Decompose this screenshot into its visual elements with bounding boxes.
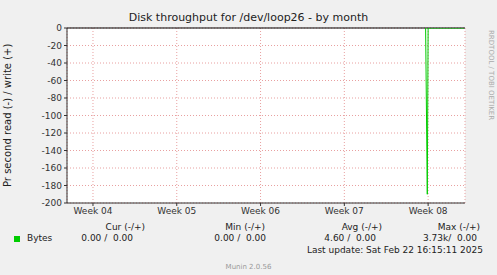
html-text:Munin 2.0.56: Munin 2.0.56 [225,263,272,271]
svg-text:Week 08: Week 08 [409,206,448,216]
svg-text:-140: -140 [42,146,63,156]
html-text:RRDTOOL / TOBI OETIKER: RRDTOOL / TOBI OETIKER [487,30,495,121]
svg-text:-20: -20 [47,41,62,51]
svg-text:-80: -80 [47,93,62,103]
html-text:Last update: Sat Feb 22 16:15:: Last update: Sat Feb 22 16:15:11 2025 [306,245,483,255]
svg-text:Week 05: Week 05 [157,206,196,216]
html-text:Bytes: Bytes [27,233,53,243]
html-text:3.73k/ 0.00: 3.73k/ 0.00 [423,233,477,243]
svg-text:-100: -100 [42,111,63,121]
svg-text:-120: -120 [42,128,63,138]
svg-text:Week 06: Week 06 [241,206,280,216]
svg-text:-40: -40 [47,58,62,68]
html-text:Disk throughput for /dev/loop2: Disk throughput for /dev/loop26 - by mon… [128,11,369,24]
svg-text:-200: -200 [42,198,63,208]
svg-text:0: 0 [56,23,62,33]
html-text:0.00 / 0.00: 0.00 / 0.00 [81,233,133,243]
svg-text:-60: -60 [47,76,62,86]
html-text:Cur (-/+): Cur (-/+) [105,222,145,232]
html-text:0.00 / 0.00: 0.00 / 0.00 [214,233,266,243]
svg-text:Week 07: Week 07 [325,206,364,216]
html-text:Pr second read (-) / write (+): Pr second read (-) / write (+) [2,43,13,188]
svg-text:-160: -160 [42,163,63,173]
html-text:4.60 / 0.00: 4.60 / 0.00 [324,233,376,243]
html-text:Min (-/+): Min (-/+) [225,222,265,232]
html-text:Avg (-/+): Avg (-/+) [341,222,382,232]
svg-text:-180: -180 [42,181,63,191]
html-text:Max (-/+): Max (-/+) [437,222,480,232]
svg-text:Week 04: Week 04 [73,206,112,216]
